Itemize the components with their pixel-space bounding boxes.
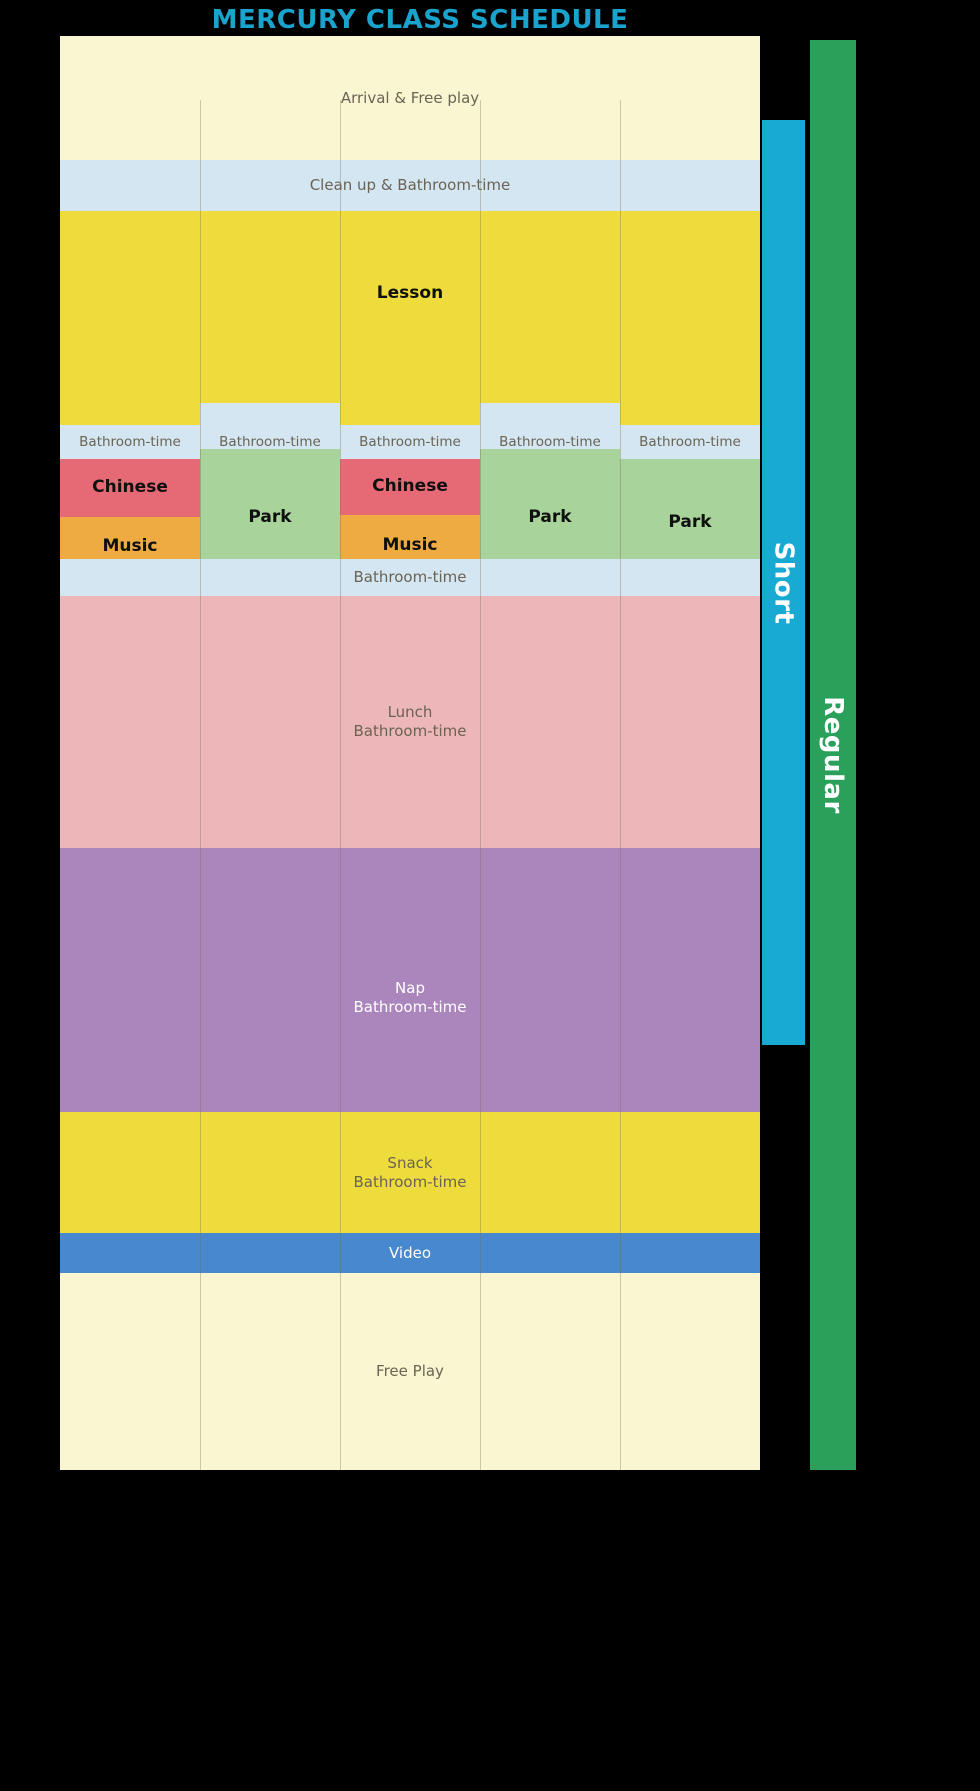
schedule-grid: Mon Tue Wed Thu Fri Arrival & Free play … bbox=[60, 36, 760, 1470]
block-label: Free Play bbox=[376, 1362, 444, 1381]
block-snack[interactable]: Snack Bathroom-time bbox=[60, 1112, 760, 1233]
block-label: Chinese bbox=[372, 476, 448, 497]
block-chinese-wed[interactable]: Chinese bbox=[340, 459, 480, 515]
sidebar-short-label: Short bbox=[768, 541, 799, 624]
block-label-line1: Lunch bbox=[387, 703, 433, 722]
block-bathroom-mon[interactable]: Bathroom-time bbox=[60, 425, 200, 459]
block-label: Video bbox=[388, 1243, 432, 1262]
block-label: Lesson bbox=[376, 283, 444, 304]
block-label: Bathroom-time bbox=[639, 433, 741, 450]
block-lesson-wed[interactable]: Lesson bbox=[340, 211, 480, 425]
block-bathroom-full[interactable]: Bathroom-time bbox=[60, 559, 760, 596]
block-lesson-tue[interactable] bbox=[200, 211, 340, 403]
block-label: Bathroom-time bbox=[353, 568, 467, 587]
block-lunch[interactable]: Lunch Bathroom-time bbox=[60, 596, 760, 848]
block-lesson-mon[interactable] bbox=[60, 211, 200, 425]
sidebar-regular-day[interactable]: Regular bbox=[810, 40, 856, 1470]
block-label: Park bbox=[668, 511, 712, 532]
sidebar-regular-label: Regular bbox=[818, 696, 848, 814]
block-label: Bathroom-time bbox=[499, 433, 601, 450]
column-divider-1 bbox=[200, 100, 201, 1470]
column-divider-3 bbox=[480, 100, 481, 1470]
block-label-line2: Bathroom-time bbox=[353, 1172, 467, 1191]
block-lesson-fri[interactable] bbox=[620, 211, 760, 425]
block-lesson-thu[interactable] bbox=[480, 211, 620, 403]
block-video[interactable]: Video bbox=[60, 1233, 760, 1273]
block-arrival-free-play[interactable]: Arrival & Free play bbox=[60, 36, 760, 160]
block-label: Music bbox=[102, 535, 158, 556]
block-label: Bathroom-time bbox=[359, 433, 461, 450]
block-label: Chinese bbox=[92, 477, 168, 498]
block-label: Park bbox=[528, 506, 572, 527]
sidebar-short-day[interactable]: Short bbox=[762, 120, 805, 1045]
block-label-line1: Snack bbox=[387, 1153, 433, 1172]
column-divider-4 bbox=[620, 100, 621, 1470]
block-label: Park bbox=[248, 506, 292, 527]
block-bathroom-filler-thu bbox=[480, 403, 620, 425]
page-title: MERCURY CLASS SCHEDULE bbox=[211, 5, 629, 35]
block-chinese-mon[interactable]: Chinese bbox=[60, 459, 200, 517]
block-label: Clean up & Bathroom-time bbox=[309, 176, 511, 195]
block-free-play[interactable]: Free Play bbox=[60, 1273, 760, 1470]
block-bathroom-fri[interactable]: Bathroom-time bbox=[620, 425, 760, 459]
block-label: Arrival & Free play bbox=[340, 88, 480, 107]
block-clean-up[interactable]: Clean up & Bathroom-time bbox=[60, 160, 760, 211]
block-nap[interactable]: Nap Bathroom-time bbox=[60, 848, 760, 1148]
block-label: Bathroom-time bbox=[79, 433, 181, 450]
block-label: Bathroom-time bbox=[219, 433, 321, 450]
column-divider-2 bbox=[340, 100, 341, 1470]
block-bathroom-filler-tue bbox=[200, 403, 340, 425]
block-label-line2: Bathroom-time bbox=[353, 998, 467, 1016]
block-label-line1: Nap bbox=[395, 979, 425, 998]
block-label: Music bbox=[382, 534, 438, 555]
block-label-line2: Bathroom-time bbox=[353, 722, 467, 740]
block-bathroom-wed[interactable]: Bathroom-time bbox=[340, 425, 480, 459]
